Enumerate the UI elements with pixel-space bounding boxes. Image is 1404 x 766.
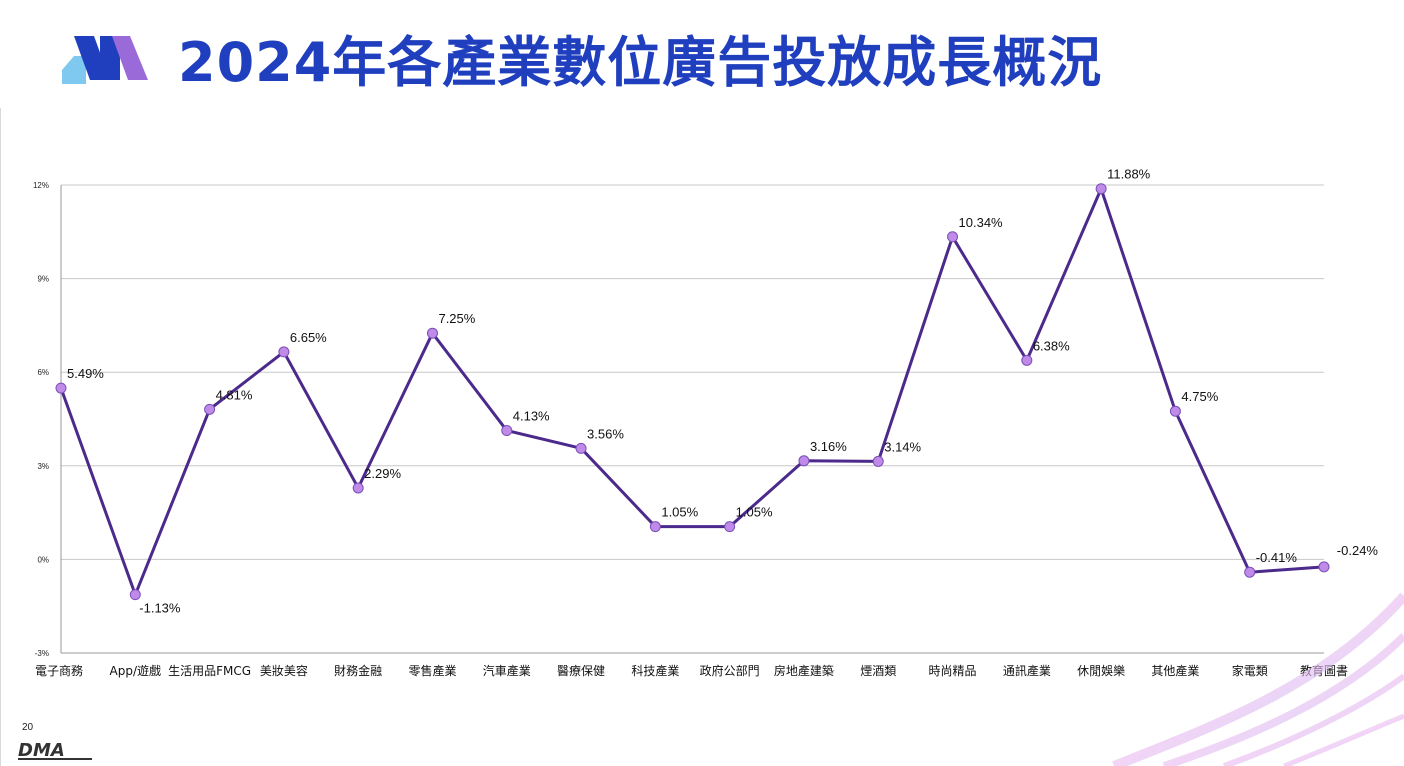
x-tick-label: App/遊戲	[110, 663, 162, 678]
data-label: 7.25%	[438, 311, 475, 326]
data-label: 4.13%	[513, 409, 550, 424]
data-label: 3.14%	[884, 439, 921, 454]
data-point	[947, 231, 959, 243]
data-label: 3.16%	[810, 439, 847, 454]
data-point	[1021, 354, 1033, 366]
data-point	[724, 521, 736, 533]
data-point	[575, 442, 587, 454]
x-tick-label: 科技產業	[631, 663, 679, 678]
series-line	[59, 187, 1325, 597]
data-point	[1095, 183, 1107, 195]
x-tick-label: 財務金融	[334, 663, 382, 678]
axes	[60, 185, 1324, 654]
data-label: 6.65%	[290, 330, 327, 345]
data-point	[278, 346, 290, 358]
data-label: 1.05%	[661, 505, 698, 520]
data-point	[649, 521, 661, 533]
data-label: 11.88%	[1107, 167, 1151, 182]
x-tick-label: 房地產建築	[774, 663, 834, 678]
x-tick-label: 休閒娛樂	[1077, 663, 1125, 678]
footer-logo-text: DMA	[18, 740, 65, 761]
data-label: 5.49%	[67, 366, 104, 381]
y-tick-label: 12%	[33, 181, 49, 190]
y-tick-label: 0%	[37, 555, 49, 564]
y-tick-label: -3%	[35, 649, 49, 658]
x-tick-label: 電子商務	[35, 663, 83, 678]
slide-header: 2024年各產業數位廣告投放成長概況	[0, 0, 1404, 100]
data-point	[352, 482, 364, 494]
x-tick-label: 其他產業	[1151, 663, 1199, 678]
data-point	[1169, 405, 1181, 417]
x-tick-label: 生活用品FMCG	[168, 664, 251, 678]
page-number: 20	[22, 722, 34, 733]
y-tick-labels: -3% 0% 3% 6% 9% 12%	[33, 181, 49, 658]
x-tick-label: 醫療保健	[557, 664, 605, 678]
x-tick-label: 零售產業	[408, 663, 456, 678]
data-point	[426, 327, 438, 339]
brand-logo-icon	[62, 36, 148, 84]
x-tick-label: 美妝美容	[260, 663, 308, 678]
data-label: 1.05%	[736, 505, 773, 520]
data-label: -0.41%	[1256, 550, 1298, 565]
data-point	[204, 403, 216, 415]
data-labels: 5.49% -1.13% 4.81% 6.65% 2.29% 7.25% 4.13% 3.56…	[67, 167, 1378, 616]
footer-logo-icon: DMA	[18, 740, 92, 761]
data-label: 3.56%	[587, 426, 624, 441]
data-point	[1318, 561, 1330, 573]
y-tick-label: 3%	[37, 462, 49, 471]
data-label: -1.13%	[139, 601, 181, 616]
y-tick-label: 6%	[37, 368, 49, 377]
data-label: 6.38%	[1033, 338, 1070, 353]
data-label: -0.24%	[1337, 543, 1379, 558]
decorative-swoosh-icon	[1112, 592, 1404, 766]
data-point	[129, 589, 141, 601]
data-markers	[55, 183, 1330, 601]
y-tick-label: 9%	[37, 275, 49, 284]
x-tick-label: 通訊產業	[1003, 663, 1051, 678]
x-tick-label: 汽車產業	[483, 663, 531, 678]
slide-frame-line	[0, 108, 1, 766]
data-label: 10.34%	[959, 215, 1004, 230]
x-tick-label: 時尚精品	[929, 664, 977, 678]
data-point	[55, 382, 67, 394]
x-tick-label: 煙酒類	[860, 664, 896, 678]
x-tick-labels: 電子商務 App/遊戲 生活用品FMCG 美妝美容 財務金融 零售產業 汽車產業 醫療保健 科技…	[35, 663, 1348, 678]
x-tick-label: 政府公部門	[700, 663, 760, 678]
data-point	[1244, 566, 1256, 578]
data-label: 4.81%	[216, 387, 253, 402]
x-tick-label: 家電類	[1232, 663, 1268, 678]
data-label: 2.29%	[364, 466, 401, 481]
data-point	[872, 455, 884, 467]
data-point	[501, 425, 513, 437]
data-label: 4.75%	[1181, 389, 1218, 404]
data-point	[798, 455, 810, 467]
page-title: 2024年各產業數位廣告投放成長概況	[178, 31, 1103, 94]
